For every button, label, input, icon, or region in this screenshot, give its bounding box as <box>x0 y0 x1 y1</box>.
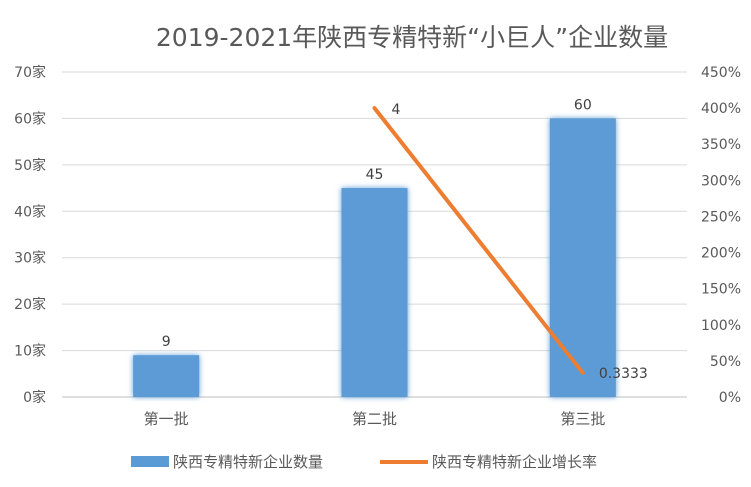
legend-label: 陕西专精特新企业增长率 <box>432 453 597 471</box>
chart-title: 2019-2021年陕西专精特新“小巨人”企业数量 <box>156 23 668 52</box>
data-labels: 9 45 60 4 0.3333 <box>162 97 648 381</box>
y-left-tick-label: 10家 <box>14 343 46 360</box>
x-tick-label: 第三批 <box>560 410 605 428</box>
bar <box>549 118 616 397</box>
y-right-tick-label: 100% <box>701 318 741 334</box>
legend-swatch-bar <box>131 456 169 467</box>
line-segment <box>372 106 585 375</box>
bar-value-label: 45 <box>366 167 384 183</box>
y-right-tick-label: 0% <box>719 390 741 406</box>
bar <box>133 355 200 397</box>
line-value-label: 4 <box>392 102 401 118</box>
y-left-tick-label: 70家 <box>14 64 46 81</box>
bar-series <box>133 118 616 397</box>
y-right-tick-label: 50% <box>710 354 741 370</box>
bar <box>341 188 408 397</box>
y-right-tick-label: 450% <box>701 65 741 81</box>
y-right-tick-label: 150% <box>701 282 741 298</box>
y-left-tick-label: 30家 <box>14 250 46 267</box>
y-left-tick-label: 20家 <box>14 296 46 313</box>
bar-value-label: 60 <box>574 97 592 113</box>
y-right-tick-label: 200% <box>701 246 741 262</box>
bar-value-label: 9 <box>162 334 171 350</box>
x-tick-label: 第一批 <box>144 410 189 428</box>
line-series <box>372 106 585 375</box>
y-right-tick-label: 350% <box>701 137 741 153</box>
y-right-tick-label: 300% <box>701 173 741 189</box>
y-left-tick-label: 50家 <box>14 157 46 174</box>
axes: 0家 10家 20家 30家 40家 50家 60家 70家 0% 50% 100% 150% 200%… <box>14 64 741 428</box>
line-value-label: 0.3333 <box>599 366 648 382</box>
y-right-tick-label: 400% <box>701 101 741 117</box>
legend-label: 陕西专精特新企业数量 <box>173 453 323 471</box>
y-right-tick-label: 250% <box>701 209 741 225</box>
y-left-tick-label: 0家 <box>23 389 46 406</box>
legend: 陕西专精特新企业数量 陕西专精特新企业增长率 <box>131 453 597 471</box>
y-left-tick-label: 40家 <box>14 203 46 220</box>
x-tick-label: 第二批 <box>352 410 397 428</box>
y-left-tick-label: 60家 <box>14 110 46 127</box>
